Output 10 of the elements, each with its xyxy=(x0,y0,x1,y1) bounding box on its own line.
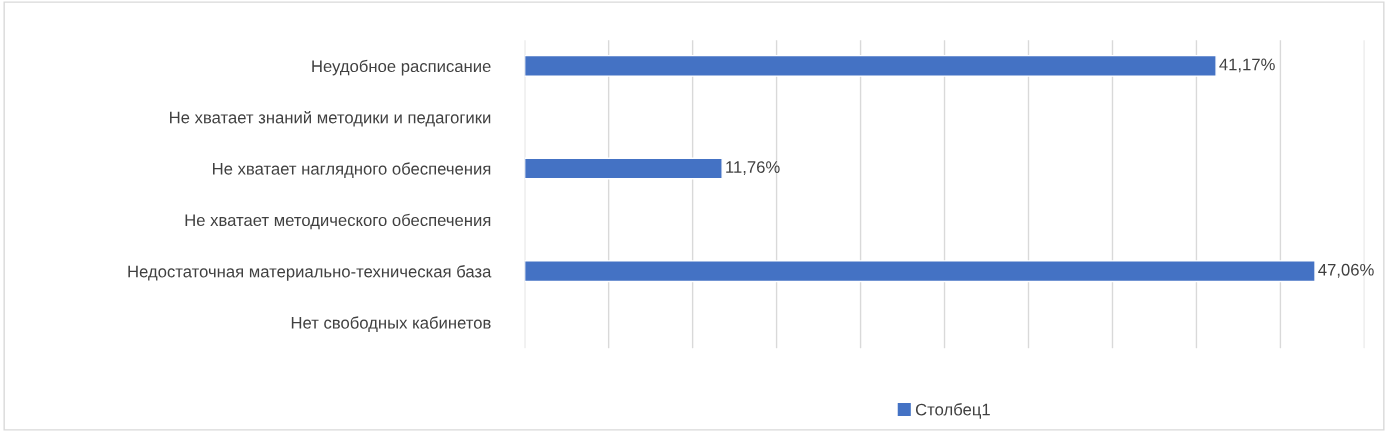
y-tick-label: Неудобное расписание xyxy=(312,59,491,76)
y-tick-label: Не хватает знаний методики и педагогики xyxy=(170,110,491,127)
y-tick-label: Не хватает методического обеспечения xyxy=(185,213,491,230)
y-tick-label: Недостаточная материально-техническая база xyxy=(128,265,492,281)
legend-label: Столбец1 xyxy=(915,403,990,419)
data-label: 41,17% xyxy=(1219,58,1275,73)
data-label: 11,76% xyxy=(726,161,780,175)
y-tick-label: Не хватает наглядного обеспечения xyxy=(213,162,491,178)
y-tick-label: Нет свободных кабинетов xyxy=(291,316,491,332)
data-label: 47,06% xyxy=(1318,263,1374,278)
